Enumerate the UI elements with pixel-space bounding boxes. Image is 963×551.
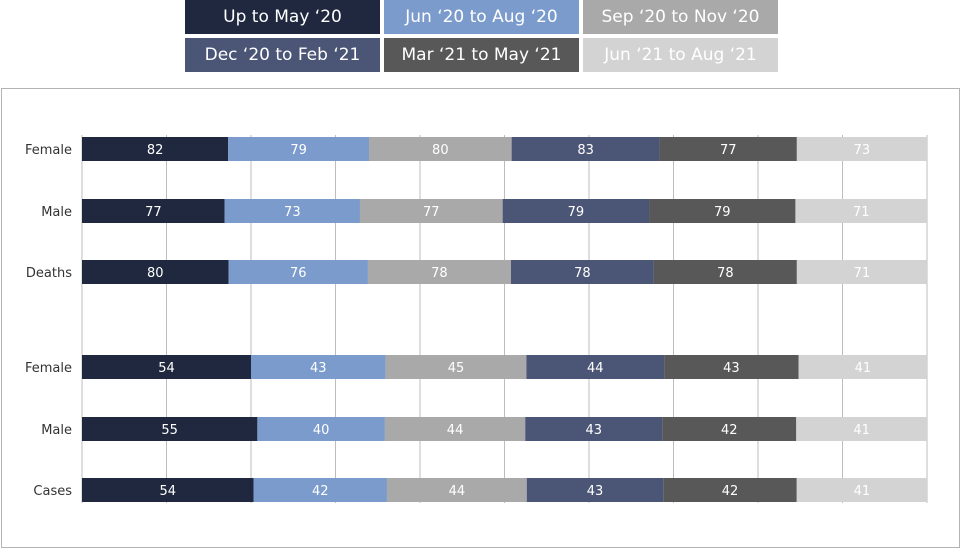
bar-segment <box>82 199 225 223</box>
data-label: 40 <box>313 423 330 438</box>
bar-segment <box>796 137 927 161</box>
data-label: 42 <box>312 484 329 499</box>
data-label: 78 <box>717 266 734 281</box>
data-label: 42 <box>722 484 739 499</box>
bar-segment <box>82 355 251 379</box>
data-label: 73 <box>854 143 871 158</box>
data-label: 78 <box>431 266 448 281</box>
bar-segment <box>525 417 663 441</box>
bar-segment <box>653 260 797 284</box>
data-label: 77 <box>423 205 440 220</box>
data-label: 44 <box>447 423 464 438</box>
bar-segment <box>384 417 526 441</box>
bar-segment <box>795 199 927 223</box>
data-label: 41 <box>853 423 870 438</box>
bar-segment <box>82 260 229 284</box>
bar-segment <box>82 137 229 161</box>
category-label: Female <box>25 361 72 376</box>
data-label: 45 <box>448 361 465 376</box>
bar-segment <box>257 417 385 441</box>
bar-segment <box>224 199 360 223</box>
bar-segment <box>385 355 527 379</box>
data-label: 43 <box>587 484 604 499</box>
bar-segment <box>367 260 511 284</box>
data-label: 77 <box>720 143 737 158</box>
legend: Up to May ‘20 Jun ‘20 to Aug ‘20 Sep ‘20 t… <box>0 0 963 80</box>
bar-segment <box>526 355 665 379</box>
bar-segment <box>663 478 797 502</box>
bar-segment <box>798 355 927 379</box>
bar-segment <box>251 355 386 379</box>
category-label: Male <box>41 423 72 438</box>
data-label: 78 <box>574 266 591 281</box>
data-label: 43 <box>310 361 327 376</box>
chart-frame: Female 82 79 80 83 77 73 Male 77 73 77 79 79 71 Deaths… <box>1 88 960 548</box>
data-label: 41 <box>854 484 871 499</box>
bar-segment <box>359 199 503 223</box>
data-label: 41 <box>855 361 872 376</box>
data-label: 79 <box>290 143 307 158</box>
data-label: 54 <box>158 361 175 376</box>
bar-segment <box>649 199 796 223</box>
category-label: Female <box>25 143 72 158</box>
bar-segment <box>526 478 664 502</box>
data-label: 54 <box>159 484 176 499</box>
data-label: 44 <box>449 484 466 499</box>
data-label: 73 <box>284 205 301 220</box>
category-label: Deaths <box>26 266 72 281</box>
data-label: 79 <box>714 205 731 220</box>
data-label: 77 <box>145 205 162 220</box>
bar-segment <box>510 260 654 284</box>
bar-segment <box>82 417 258 441</box>
legend-item: Jun ‘21 to Aug ‘21 <box>583 38 778 72</box>
data-label: 55 <box>161 423 178 438</box>
legend-item: Dec ‘20 to Feb ‘21 <box>185 38 380 72</box>
data-label: 42 <box>721 423 738 438</box>
data-label: 79 <box>568 205 585 220</box>
bar-segment <box>502 199 650 223</box>
data-label: 43 <box>723 361 740 376</box>
data-label: 44 <box>587 361 604 376</box>
data-label: 82 <box>147 143 164 158</box>
bar-segment <box>228 137 370 161</box>
stacked-bar-chart: Female 82 79 80 83 77 73 Male 77 73 77 79 79 71 Deaths… <box>25 135 928 503</box>
bar-segment <box>662 417 797 441</box>
legend-item: Up to May ‘20 <box>185 0 380 34</box>
bar-segment <box>82 478 254 502</box>
category-label: Male <box>41 205 72 220</box>
legend-item: Sep ‘20 to Nov ‘20 <box>583 0 778 34</box>
data-label: 83 <box>577 143 594 158</box>
bar-segment <box>659 137 797 161</box>
bar-segment <box>228 260 368 284</box>
category-label: Cases <box>33 484 72 499</box>
data-label: 80 <box>432 143 449 158</box>
bar-segment <box>253 478 387 502</box>
legend-item: Jun ‘20 to Aug ‘20 <box>384 0 579 34</box>
data-label: 76 <box>290 266 307 281</box>
legend-item: Mar ‘21 to May ‘21 <box>384 38 579 72</box>
bar-segment <box>511 137 660 161</box>
data-label: 80 <box>147 266 164 281</box>
bar-segment <box>796 260 927 284</box>
bar-segment <box>796 417 927 441</box>
data-label: 71 <box>854 266 871 281</box>
bar-segment <box>369 137 512 161</box>
bar-segment <box>386 478 527 502</box>
data-label: 43 <box>586 423 603 438</box>
bar-segment <box>796 478 927 502</box>
bar-segment <box>664 355 799 379</box>
data-label: 71 <box>853 205 870 220</box>
